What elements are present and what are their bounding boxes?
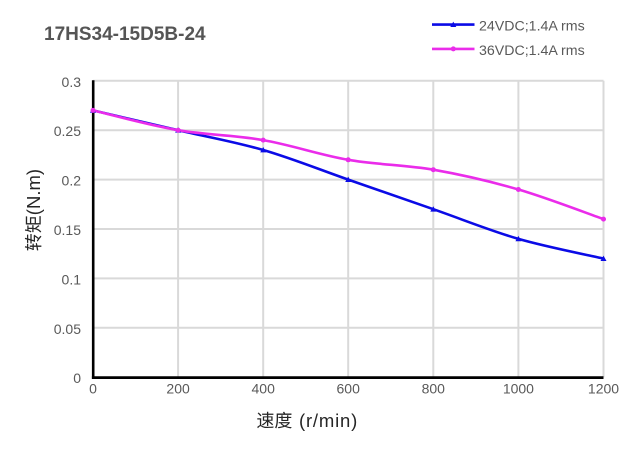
svg-text:0.1: 0.1 [62,271,82,287]
svg-text:0.05: 0.05 [54,321,81,337]
svg-text:17HS34-15D5B-24: 17HS34-15D5B-24 [44,24,206,45]
svg-text:200: 200 [166,381,190,397]
svg-text:36VDC;1.4A rms: 36VDC;1.4A rms [479,43,585,59]
svg-text:(r/min): (r/min) [299,410,358,431]
svg-text:0: 0 [89,381,97,397]
svg-text:800: 800 [422,381,446,397]
svg-text:600: 600 [337,381,361,397]
svg-text:0: 0 [73,370,81,386]
svg-text:24VDC;1.4A rms: 24VDC;1.4A rms [479,19,585,35]
svg-text:400: 400 [252,381,276,397]
svg-text:1000: 1000 [503,381,534,397]
svg-text:(N.m): (N.m) [23,169,44,215]
svg-text:0.2: 0.2 [62,173,82,189]
svg-text:1200: 1200 [588,381,619,397]
svg-text:0.3: 0.3 [62,74,82,90]
svg-text:0.15: 0.15 [54,222,81,238]
svg-text:0.25: 0.25 [54,123,81,139]
